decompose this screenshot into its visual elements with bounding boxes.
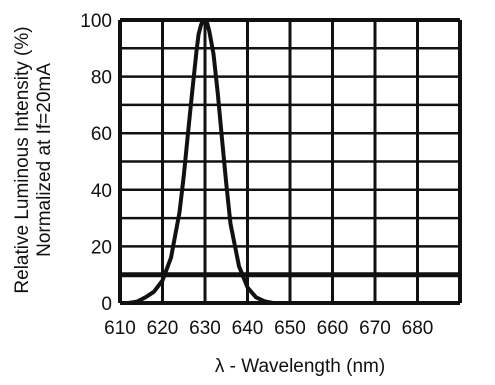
x-tick-label: 650 xyxy=(274,318,306,339)
grid xyxy=(118,18,462,305)
x-tick-label: 670 xyxy=(359,318,391,339)
y-tick-labels: 0 20 40 60 80 100 xyxy=(80,11,112,315)
curve-layer xyxy=(126,18,275,305)
y-tick-label: 40 xyxy=(91,181,112,202)
y-tick-label: 0 xyxy=(101,294,112,315)
y-tick-label: 80 xyxy=(91,68,112,89)
x-axis-label: λ - Wavelength (nm) xyxy=(215,356,385,377)
y-tick-label: 20 xyxy=(91,237,112,258)
x-tick-label: 610 xyxy=(104,318,136,339)
y-axis-label: Relative Luminous Intensity (%) xyxy=(12,26,33,293)
x-tick-label: 620 xyxy=(147,318,179,339)
series-line xyxy=(126,18,275,305)
y-axis-label-secondary: Normalized at If=20mA xyxy=(34,63,55,257)
y-tick-label: 100 xyxy=(80,11,112,32)
x-tick-labels: 610 620 630 640 650 660 670 680 xyxy=(104,318,433,339)
x-tick-label: 660 xyxy=(317,318,349,339)
x-tick-label: 680 xyxy=(402,318,434,339)
y-tick-label: 60 xyxy=(91,124,112,145)
x-tick-label: 640 xyxy=(232,318,264,339)
x-tick-label: 630 xyxy=(189,318,221,339)
